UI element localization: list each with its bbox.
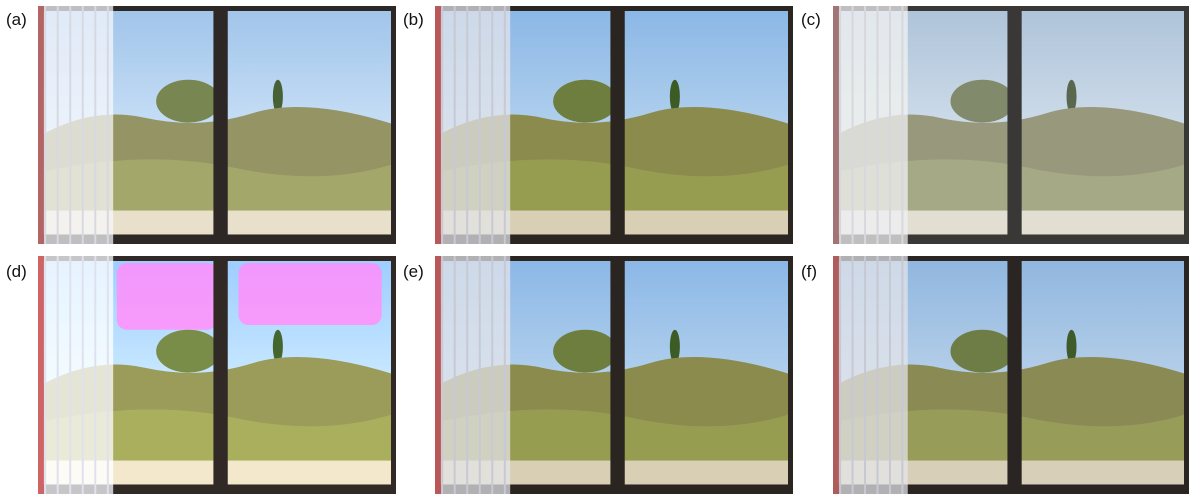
curtain-edge bbox=[833, 256, 839, 494]
window-photo bbox=[38, 6, 396, 244]
cypress-tree bbox=[669, 329, 680, 364]
panel-label: (c) bbox=[801, 10, 821, 29]
window-sill bbox=[833, 234, 1189, 244]
scene-graphic bbox=[38, 256, 396, 494]
window-photo bbox=[38, 256, 396, 494]
curtain-edge bbox=[833, 6, 839, 244]
cypress-tree bbox=[272, 329, 283, 364]
curtain-edge bbox=[435, 6, 441, 244]
panel-label: (d) bbox=[6, 262, 27, 281]
window-sill bbox=[38, 484, 396, 494]
cypress-tree bbox=[1066, 329, 1077, 364]
window-photo bbox=[435, 6, 793, 244]
curtain-edge bbox=[38, 6, 44, 244]
scene-graphic bbox=[435, 256, 793, 494]
curtain bbox=[435, 256, 511, 494]
curtain bbox=[833, 256, 908, 494]
pine-tree bbox=[156, 79, 221, 123]
pine-tree bbox=[156, 329, 221, 373]
curtain bbox=[38, 6, 114, 244]
window-mullion bbox=[1007, 6, 1022, 244]
panel-a: (a) bbox=[0, 0, 396, 244]
pine-tree bbox=[553, 329, 618, 373]
panel-label: (e) bbox=[403, 262, 424, 281]
window-photo bbox=[833, 256, 1189, 494]
curtain bbox=[435, 6, 511, 244]
panel-c: (c) bbox=[795, 0, 1189, 244]
curtain bbox=[38, 256, 114, 494]
window-sill bbox=[38, 234, 396, 244]
scene-graphic bbox=[435, 6, 793, 244]
window-mullion bbox=[213, 6, 228, 244]
scene-graphic bbox=[833, 256, 1189, 494]
scene-graphic bbox=[833, 6, 1189, 244]
magenta-sky-patch bbox=[116, 263, 217, 330]
panel-e: (e) bbox=[397, 250, 793, 494]
cypress-tree bbox=[669, 79, 680, 114]
window-mullion bbox=[1007, 256, 1022, 494]
window-mullion bbox=[610, 6, 625, 244]
window-sill bbox=[435, 234, 793, 244]
panel-label: (b) bbox=[403, 10, 424, 29]
window-mullion bbox=[213, 256, 228, 494]
pine-tree bbox=[950, 79, 1015, 123]
panel-label: (f) bbox=[801, 262, 818, 281]
panel-b: (b) bbox=[397, 0, 793, 244]
curtain-edge bbox=[38, 256, 44, 494]
window-sill bbox=[435, 484, 793, 494]
pine-tree bbox=[950, 329, 1015, 373]
panel-d: (d) bbox=[0, 250, 396, 494]
window-sill bbox=[833, 484, 1189, 494]
scene-graphic bbox=[38, 6, 396, 244]
curtain bbox=[833, 6, 908, 244]
curtain-edge bbox=[435, 256, 441, 494]
cypress-tree bbox=[1066, 79, 1077, 114]
window-mullion bbox=[610, 256, 625, 494]
magenta-sky-patch bbox=[238, 263, 382, 326]
panel-f: (f) bbox=[795, 250, 1189, 494]
window-photo bbox=[435, 256, 793, 494]
panel-label: (a) bbox=[6, 10, 27, 29]
pine-tree bbox=[553, 79, 618, 123]
cypress-tree bbox=[272, 79, 283, 114]
window-photo bbox=[833, 6, 1189, 244]
